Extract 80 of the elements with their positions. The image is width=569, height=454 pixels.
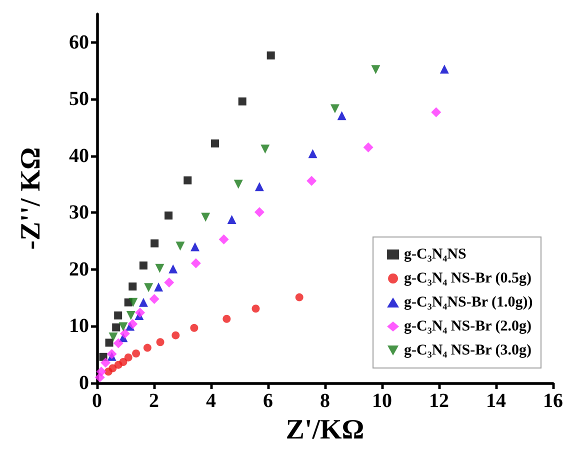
point: [132, 349, 140, 358]
point: [120, 328, 130, 339]
point: [218, 234, 229, 244]
x-axis-title: Z'/KΩ: [286, 414, 364, 446]
point: [114, 311, 122, 320]
point: [128, 318, 138, 329]
point: [431, 107, 442, 118]
y-tick-label: 50: [69, 88, 89, 110]
point: [168, 264, 178, 274]
point: [124, 353, 132, 362]
legend-label: g-C₃N₄ NS-Br (0.5g): [404, 270, 532, 286]
point: [108, 364, 117, 372]
point: [144, 283, 154, 292]
y-tick-label: 30: [69, 202, 89, 224]
point: [150, 239, 159, 248]
point: [155, 264, 164, 273]
point: [266, 51, 275, 60]
point: [154, 282, 164, 292]
point: [172, 331, 180, 340]
y-tick-label: 0: [79, 372, 89, 394]
point: [440, 64, 449, 74]
point: [143, 344, 152, 352]
point: [156, 338, 164, 346]
point: [100, 358, 111, 368]
point: [149, 294, 160, 304]
point: [190, 324, 198, 332]
point: [139, 261, 148, 270]
point: [190, 242, 200, 252]
y-axis-title: -Z''/ KΩ: [16, 147, 46, 250]
point: [176, 242, 185, 251]
point: [306, 176, 317, 186]
point: [105, 338, 114, 347]
point: [254, 182, 264, 192]
x-tick-label: 8: [320, 390, 330, 412]
point: [96, 366, 106, 377]
point: [308, 149, 318, 158]
point: [222, 314, 231, 323]
point: [138, 298, 148, 307]
point: [371, 65, 380, 74]
x-tick-label: 2: [149, 390, 159, 412]
point: [112, 323, 120, 332]
point: [106, 349, 117, 360]
point: [135, 308, 146, 318]
point: [119, 358, 128, 366]
legend-label: g-C₃N₄NS-Br (1.0g)): [404, 294, 533, 310]
point: [238, 97, 246, 106]
point: [113, 338, 124, 348]
y-tick-label: 10: [69, 315, 89, 338]
point: [210, 139, 219, 148]
point: [254, 207, 264, 218]
point: [252, 304, 260, 313]
point: [128, 282, 137, 290]
point: [260, 144, 270, 154]
point: [164, 212, 173, 220]
point: [190, 258, 201, 268]
legend-label: g-C₃N₄NS: [404, 246, 466, 262]
x-tick-label: 4: [206, 390, 216, 412]
point: [128, 298, 138, 307]
x-tick-label: 16: [543, 390, 563, 412]
point: [363, 142, 374, 152]
legend-label: g-C₃N₄ NS-Br (2.0g): [404, 318, 532, 334]
point: [295, 293, 304, 302]
x-tick-label: 10: [372, 390, 392, 412]
point: [330, 104, 340, 114]
point: [234, 180, 243, 189]
point: [201, 212, 210, 222]
point: [164, 278, 174, 288]
x-tick-label: 6: [263, 390, 273, 412]
point: [227, 215, 236, 224]
y-tick-label: 60: [69, 31, 89, 54]
y-tick-label: 40: [69, 144, 89, 167]
point: [108, 332, 118, 342]
y-tick-label: 20: [69, 258, 89, 280]
point: [337, 111, 346, 120]
point: [126, 310, 136, 320]
x-tick-label: 14: [486, 390, 506, 412]
legend-label: g-C₃N₄ NS-Br (3.0g): [404, 342, 532, 358]
point: [118, 322, 128, 332]
x-tick-label: 12: [429, 390, 449, 412]
point: [184, 176, 192, 184]
